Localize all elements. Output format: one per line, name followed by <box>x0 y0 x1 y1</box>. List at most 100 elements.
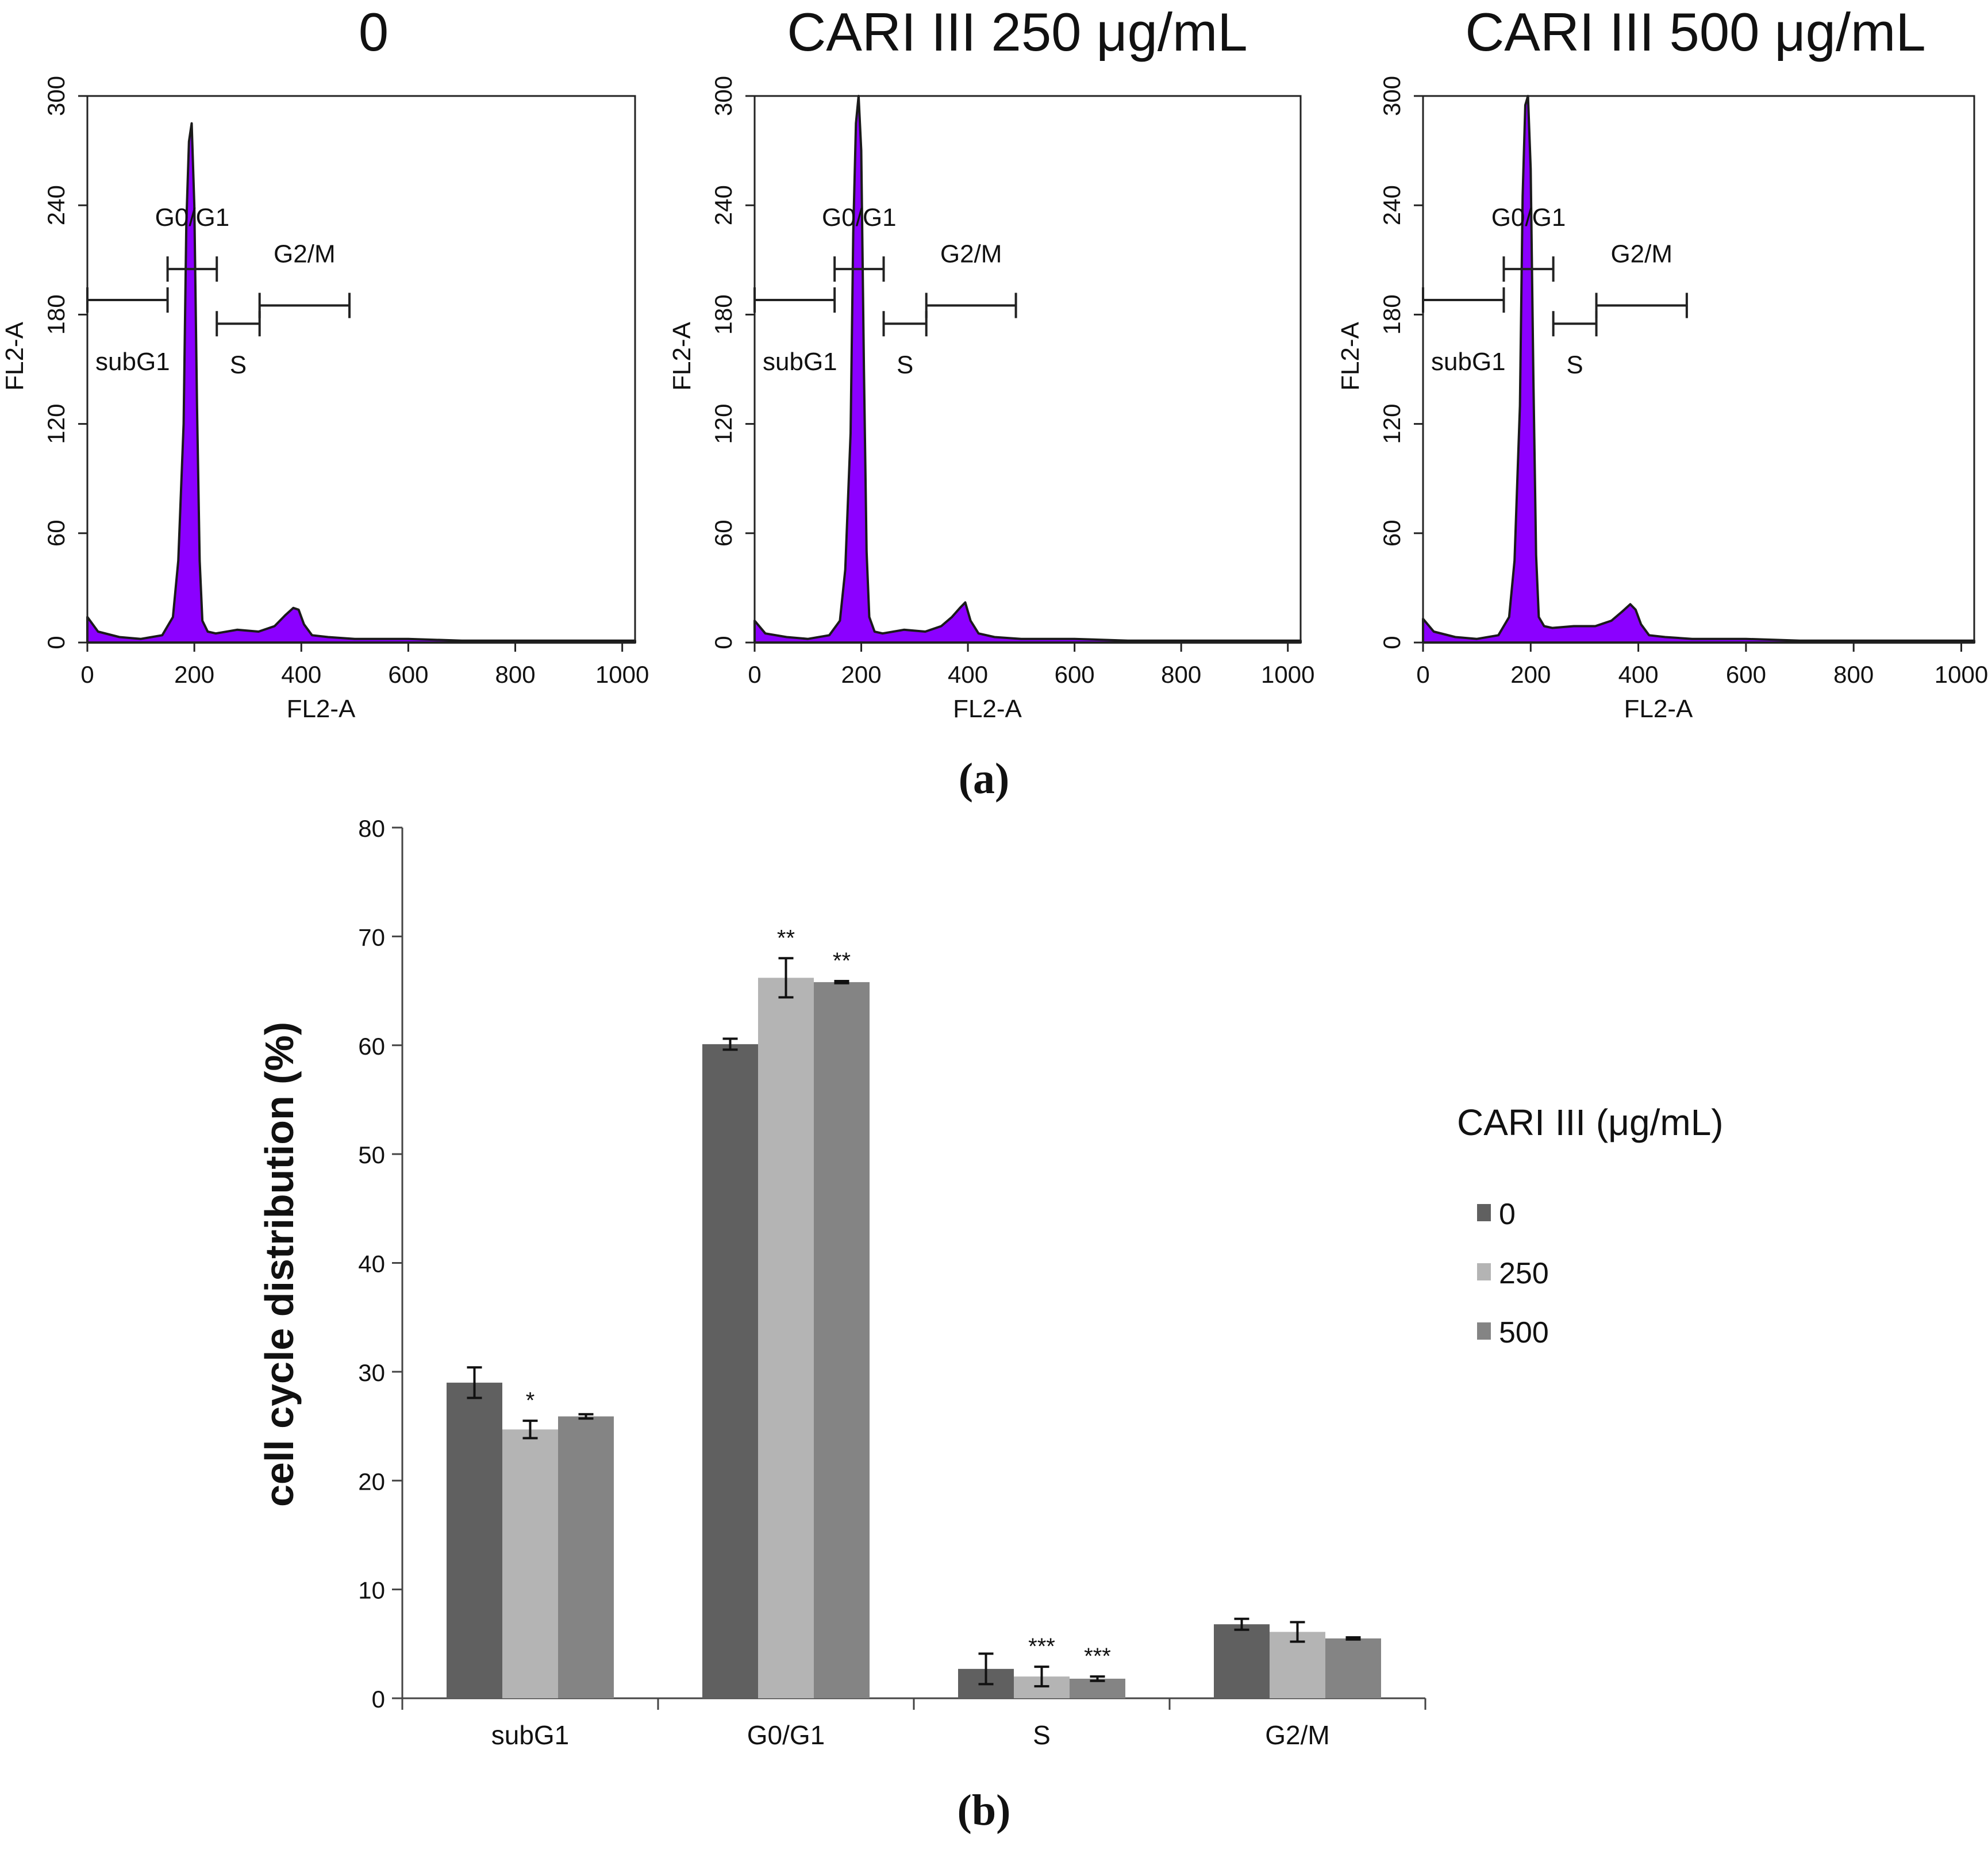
y-tick-label: 120 <box>43 404 70 444</box>
significance-marker: ** <box>777 925 795 951</box>
y-tick-label: 60 <box>1378 520 1405 547</box>
bar-500-g0g1 <box>814 982 870 1698</box>
gate-label: S <box>1566 351 1583 379</box>
histogram-area <box>86 122 636 644</box>
x-tick-label: 600 <box>1055 661 1095 688</box>
y-tick-label: 0 <box>710 636 737 649</box>
x-tick-label: 400 <box>948 661 988 688</box>
histogram-panel-0: 0 subG1 G0/G1 S G2/M 0 200 400 600 800 1000 FL2-A 0 6… <box>1 2 649 723</box>
x-tick-label: 1000 <box>595 661 649 688</box>
x-axis-label: FL2-A <box>287 695 356 723</box>
gate-label: S <box>897 351 913 379</box>
x-tick-label: 200 <box>174 661 214 688</box>
histogram-area <box>753 95 1302 644</box>
x-tick-label: 200 <box>841 661 882 688</box>
y-axis-label: FL2-A <box>1 321 29 390</box>
bar-0-g0g1 <box>702 1044 758 1698</box>
category-label: subG1 <box>491 1720 570 1750</box>
y-tick-label: 70 <box>358 924 385 951</box>
gate-label: subG1 <box>95 348 170 376</box>
significance-marker: *** <box>1084 1644 1111 1669</box>
plot-frame <box>1422 95 1975 644</box>
y-tick-label: 240 <box>710 185 737 225</box>
y-tick-label: 240 <box>1378 185 1405 225</box>
y-tick-label: 0 <box>1378 636 1405 649</box>
x-tick-label: 0 <box>748 661 761 688</box>
legend-swatch-0 <box>1477 1204 1491 1221</box>
y-tick-label: 180 <box>1378 294 1405 334</box>
y-tick-label: 60 <box>43 520 70 547</box>
category-label: S <box>1033 1720 1051 1750</box>
bar-chart: 0 10 20 30 40 50 60 70 80 cell cycle distribution… <box>257 815 1724 1750</box>
y-tick-label: 50 <box>358 1141 385 1168</box>
x-tick-label: 0 <box>80 661 94 688</box>
legend-label-0: 0 <box>1499 1198 1516 1231</box>
y-axis-label: FL2-A <box>1336 321 1364 390</box>
x-tick-label: 800 <box>495 661 535 688</box>
gate-label: G0/G1 <box>155 203 230 232</box>
category-label: G2/M <box>1265 1720 1329 1750</box>
bar-250-g2m <box>1270 1632 1325 1698</box>
panel-title: CARI III 250 μg/mL <box>787 2 1247 62</box>
x-tick-label: 0 <box>1416 661 1429 688</box>
y-axis-label: FL2-A <box>668 321 696 390</box>
y-tick-label: 180 <box>43 294 70 334</box>
y-tick-label: 10 <box>358 1577 385 1604</box>
y-tick-label: 60 <box>710 520 737 547</box>
panel-title: CARI III 500 μg/mL <box>1465 2 1925 62</box>
gate-label: G2/M <box>940 240 1002 268</box>
x-tick-label: 1000 <box>1261 661 1314 688</box>
legend-label-500: 500 <box>1499 1316 1549 1349</box>
histogram-panel-250: CARI III 250 μg/mL subG1 G0/G1 S G2/M 0 200 400… <box>668 2 1314 723</box>
x-tick-label: 800 <box>1833 661 1874 688</box>
x-tick-label: 400 <box>281 661 321 688</box>
gate-label: subG1 <box>1431 348 1506 376</box>
legend-swatch-250 <box>1477 1263 1491 1280</box>
y-tick-label: 120 <box>710 404 737 444</box>
x-axis-label: FL2-A <box>1624 695 1693 723</box>
y-tick-label: 80 <box>358 815 385 842</box>
bar-500-subg1 <box>558 1416 614 1698</box>
y-tick-label: 300 <box>710 76 737 116</box>
x-tick-label: 400 <box>1618 661 1659 688</box>
y-tick-label: 20 <box>358 1468 385 1495</box>
x-axis-label: FL2-A <box>953 695 1022 723</box>
y-tick-label: 30 <box>358 1359 385 1386</box>
x-tick-label: 800 <box>1161 661 1201 688</box>
bar-0-subg1 <box>447 1382 502 1698</box>
gate-label: G2/M <box>274 240 336 268</box>
y-tick-label: 0 <box>372 1686 385 1713</box>
y-tick-label: 180 <box>710 294 737 334</box>
y-tick-label: 240 <box>43 185 70 225</box>
plot-frame <box>86 95 636 644</box>
gate-label: subG1 <box>763 348 837 376</box>
legend-label-250: 250 <box>1499 1257 1549 1290</box>
y-tick-label: 300 <box>43 76 70 116</box>
bar-500-g2m <box>1325 1638 1381 1698</box>
significance-marker: * <box>526 1388 535 1413</box>
significance-marker: ** <box>833 948 851 974</box>
y-tick-label: 120 <box>1378 404 1405 444</box>
caption-b: (b) <box>958 1786 1011 1834</box>
bar-250-g0g1 <box>758 978 814 1698</box>
y-tick-label: 40 <box>358 1251 385 1278</box>
legend-swatch-500 <box>1477 1322 1491 1340</box>
y-axis-label: cell cycle distribution (%) <box>257 1022 302 1507</box>
bar-250-subg1 <box>502 1429 558 1698</box>
panel-title: 0 <box>359 2 389 62</box>
y-tick-label: 300 <box>1378 76 1405 116</box>
gate-label: G0/G1 <box>822 203 897 232</box>
legend-title: CARI III (μg/mL) <box>1457 1102 1724 1143</box>
x-tick-label: 200 <box>1510 661 1551 688</box>
category-label: G0/G1 <box>747 1720 825 1750</box>
x-tick-label: 600 <box>1726 661 1766 688</box>
x-tick-label: 600 <box>388 661 428 688</box>
y-tick-label: 0 <box>43 636 70 649</box>
histogram-panel-500: CARI III 500 μg/mL subG1 G0/G1 S G2/M 0 200 400… <box>1336 2 1988 723</box>
caption-a: (a) <box>959 755 1010 803</box>
gate-label: G2/M <box>1610 240 1672 268</box>
x-tick-label: 1000 <box>1935 661 1988 688</box>
gate-label: G0/G1 <box>1491 203 1566 232</box>
histogram-area <box>1422 95 1975 644</box>
